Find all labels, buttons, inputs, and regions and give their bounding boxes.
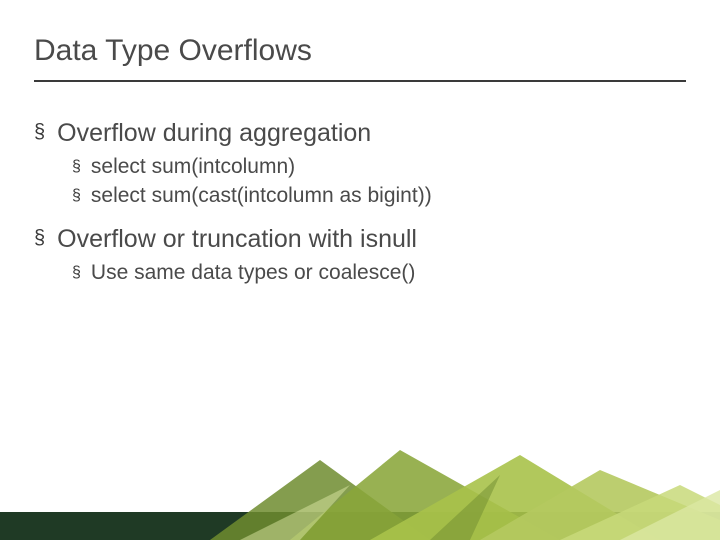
bullet-text: select sum(cast(intcolumn as bigint)) [91,183,432,209]
bullet-item: § select sum(intcolumn) [72,154,686,180]
bullet-text: Use same data types or coalesce() [91,260,415,286]
bullet-icon: § [34,224,45,252]
spacer [34,212,686,218]
footer-svg [0,450,720,540]
bullet-item: § select sum(cast(intcolumn as bigint)) [72,183,686,209]
bullet-icon: § [72,154,81,179]
slide-title: Data Type Overflows [34,34,312,68]
bullet-icon: § [72,183,81,208]
title-underline [34,80,686,82]
slide: Data Type Overflows § Overflow during ag… [0,0,720,540]
bullet-text: Overflow or truncation with isnull [57,224,417,254]
footer-graphic [0,450,720,540]
bullet-text: Overflow during aggregation [57,118,371,148]
bullet-item: § Overflow during aggregation [34,118,686,148]
bullet-icon: § [34,118,45,146]
bullet-icon: § [72,260,81,285]
bullet-item: § Overflow or truncation with isnull [34,224,686,254]
slide-content: § Overflow during aggregation § select s… [34,112,686,289]
bullet-item: § Use same data types or coalesce() [72,260,686,286]
bullet-text: select sum(intcolumn) [91,154,295,180]
